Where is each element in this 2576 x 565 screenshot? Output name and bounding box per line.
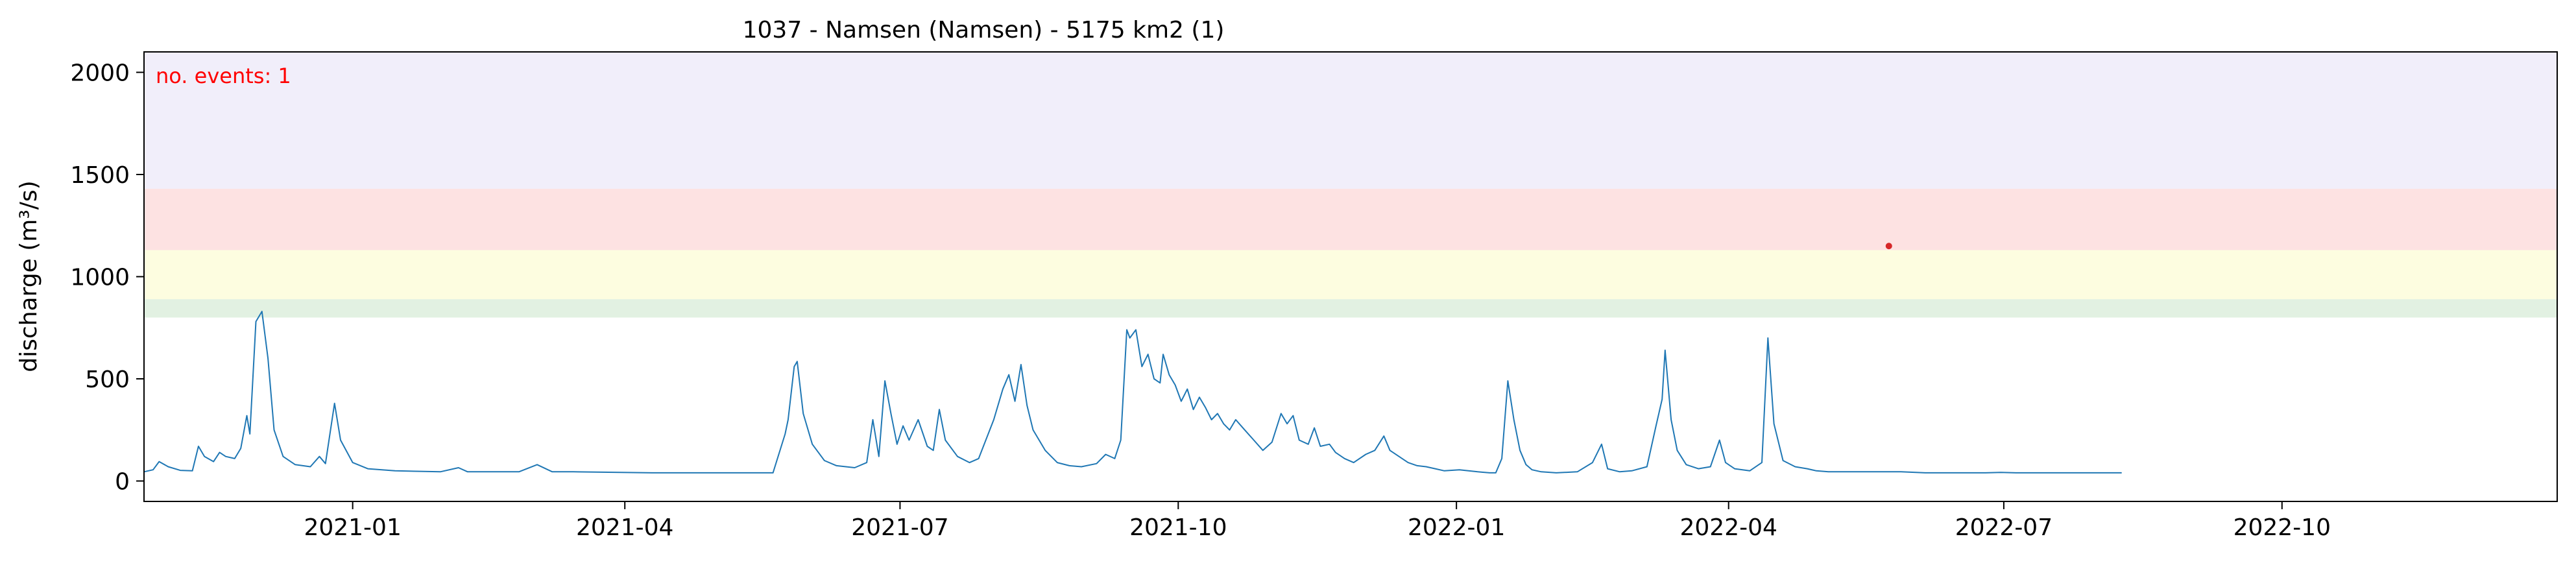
chart-title: 1037 - Namsen (Namsen) - 5175 km2 (1) <box>743 17 1225 43</box>
x-tick-label: 2021-01 <box>304 514 401 541</box>
y-tick-label: 500 <box>85 367 130 393</box>
x-tick-label: 2021-07 <box>851 514 948 541</box>
y-axis-label: discharge (m³/s) <box>16 180 42 372</box>
event-count-annotation: no. events: 1 <box>156 64 291 88</box>
x-tick-label: 2022-10 <box>2233 514 2331 541</box>
x-tick-label: 2022-01 <box>1408 514 1505 541</box>
y-axis-ticks: 0 500 1000 1500 2000 <box>70 60 144 496</box>
series-layer <box>143 311 2122 474</box>
x-tick-label: 2021-04 <box>576 514 673 541</box>
y-tick-label: 1500 <box>70 162 130 189</box>
event-layer <box>1885 243 1892 250</box>
threshold-band-1 <box>144 299 2557 318</box>
x-tick-label: 2021-10 <box>1129 514 1227 541</box>
x-tick-label: 2022-04 <box>1679 514 1777 541</box>
y-tick-label: 1000 <box>70 265 130 291</box>
threshold-band-3 <box>144 189 2557 250</box>
y-tick-label: 0 <box>115 469 130 496</box>
y-tick-label: 2000 <box>70 60 130 87</box>
threshold-band-2 <box>144 250 2557 300</box>
event-marker <box>1885 243 1892 250</box>
threshold-band-4 <box>144 52 2557 189</box>
threshold-bands <box>144 52 2557 318</box>
x-axis-ticks: 2021-01 2021-04 2021-07 2021-10 2022-01 2022-… <box>304 501 2331 541</box>
x-tick-label: 2022-07 <box>1955 514 2052 541</box>
discharge-series-line <box>143 311 2122 474</box>
